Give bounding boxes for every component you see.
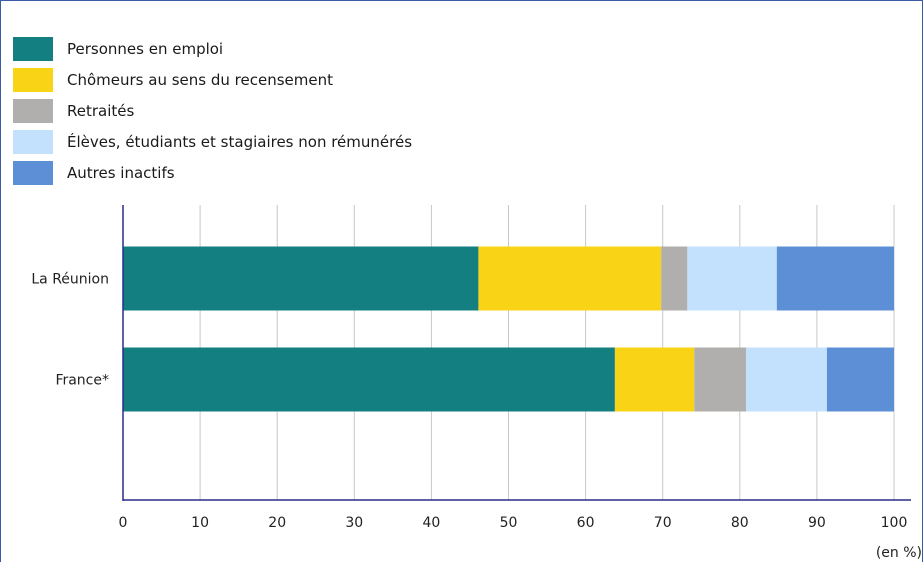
legend-item-autres-inactifs: Autres inactifs: [13, 159, 412, 186]
bar-segment: [694, 347, 746, 412]
x-tick-label: 20: [268, 515, 286, 531]
x-tick-label: 30: [345, 515, 363, 531]
legend-item-chomeurs: Chômeurs au sens du recensement: [13, 66, 412, 93]
x-tick-label: 0: [119, 515, 128, 531]
legend-label: Élèves, étudiants et stagiaires non rému…: [67, 132, 413, 151]
legend-swatch: [13, 129, 53, 154]
legend-item-eleves-etudiants: Élèves, étudiants et stagiaires non rému…: [13, 128, 412, 155]
bar-segment: [687, 246, 777, 311]
bar-segment: [478, 246, 662, 311]
legend-swatch: [13, 160, 53, 185]
x-tick-label: 60: [577, 515, 595, 531]
x-tick-label: 80: [731, 515, 749, 531]
bar-segment: [826, 347, 894, 412]
bar-segment: [745, 347, 827, 412]
x-tick-label: 100: [881, 515, 908, 531]
bar-segment: [123, 347, 615, 412]
bar-segment: [123, 246, 479, 311]
legend-swatch: [13, 67, 53, 92]
legend-item-retraites: Retraités: [13, 97, 412, 124]
category-label: France*: [55, 373, 109, 389]
legend-label: Chômeurs au sens du recensement: [67, 70, 333, 89]
legend-swatch: [13, 98, 53, 123]
legend-label: Retraités: [67, 101, 135, 120]
x-axis-label: (en %): [876, 545, 922, 561]
bar-segment: [776, 246, 894, 311]
x-tick-label: 90: [808, 515, 826, 531]
category-label: La Réunion: [31, 272, 109, 288]
bar-segment: [614, 347, 695, 412]
x-tick-label: 70: [654, 515, 672, 531]
legend-item-personnes-en-emploi: Personnes en emploi: [13, 35, 412, 62]
chart-legend: Personnes en emploi Chômeurs au sens du …: [13, 35, 412, 190]
x-tick-label: 40: [422, 515, 440, 531]
x-tick-label: 50: [500, 515, 518, 531]
x-tick-label: 10: [191, 515, 209, 531]
legend-swatch: [13, 36, 53, 61]
legend-label: Personnes en emploi: [67, 39, 224, 58]
legend-label: Autres inactifs: [67, 163, 175, 182]
bar-segment: [661, 246, 688, 311]
